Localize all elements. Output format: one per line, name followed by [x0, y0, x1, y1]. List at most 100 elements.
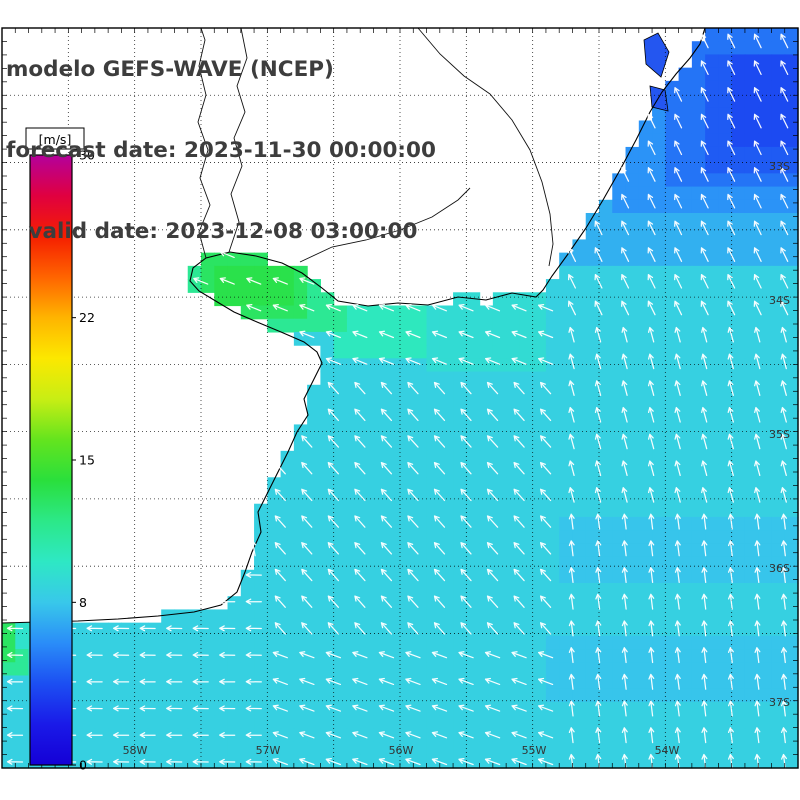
wind-arrow	[301, 435, 313, 448]
wind-arrow	[674, 620, 681, 637]
wind-arrow	[299, 330, 315, 339]
wind-arrow	[727, 727, 734, 744]
plot-border	[1, 27, 799, 769]
wind-arrow	[433, 622, 446, 635]
wind-arrow	[380, 381, 393, 395]
wind-arrow	[327, 622, 340, 635]
wind-arrow	[568, 326, 575, 343]
wind-arrow	[594, 460, 602, 477]
plot-title: modelo GEFS-WAVE (NCEP)	[6, 57, 334, 82]
wind-arrow	[595, 727, 602, 744]
wind-arrow	[274, 542, 286, 555]
wind-arrow	[486, 435, 499, 448]
wind-arrow	[511, 357, 527, 365]
wind-arrow	[484, 677, 501, 686]
wind-arrow	[166, 732, 183, 739]
wind-arrow	[568, 700, 575, 717]
wind-arrow	[674, 300, 683, 316]
wind-arrow	[674, 273, 683, 289]
wind-arrow	[458, 704, 474, 712]
wind-arrow	[352, 303, 368, 312]
wind-arrow	[460, 515, 472, 528]
wind-arrow	[86, 678, 103, 685]
wind-arrow	[458, 357, 474, 365]
wind-arrow	[727, 406, 734, 423]
wind-arrow	[674, 87, 683, 102]
wind-arrow	[378, 330, 395, 339]
wind-arrow	[727, 87, 736, 102]
wind-arrow	[405, 731, 421, 739]
wind-arrow	[537, 757, 554, 766]
wind-arrow	[700, 87, 709, 102]
wind-arrow	[513, 381, 525, 395]
wind-arrow	[594, 326, 602, 343]
wind-arrow	[753, 87, 762, 102]
wind-arrow	[674, 673, 681, 690]
wind-arrow	[513, 435, 525, 448]
wind-arrow	[301, 595, 313, 608]
wind-arrow	[780, 460, 787, 477]
wind-arrow	[727, 460, 734, 477]
wind-arrow	[727, 647, 734, 664]
wind-arrow	[701, 620, 708, 637]
lon-label: 56W	[389, 744, 414, 757]
wind-arrow	[352, 330, 368, 339]
wind-arrow	[727, 326, 734, 343]
colorbar-tick-label: 15	[79, 453, 95, 468]
wind-arrow	[325, 330, 341, 339]
wind-arrow	[701, 406, 708, 423]
wind-arrow	[458, 677, 474, 686]
wind-arrow	[754, 593, 761, 610]
wind-arrow	[139, 705, 156, 712]
valid-date-line: valid date: 2023-12-08 03:00:00	[6, 219, 418, 244]
wind-arrow	[780, 220, 789, 236]
wind-arrow	[647, 193, 656, 209]
forecast-date-line: forecast date: 2023-11-30 00:00:00	[6, 138, 436, 163]
wind-arrow	[594, 353, 602, 370]
wind-arrow	[674, 220, 683, 236]
wind-arrow	[701, 326, 708, 343]
wind-arrow	[378, 677, 395, 686]
wind-arrow	[674, 113, 683, 129]
wind-arrow	[621, 380, 628, 396]
wind-arrow	[674, 326, 681, 343]
wind-arrow	[460, 488, 472, 502]
wind-arrow	[486, 461, 499, 475]
wind-arrow	[621, 647, 628, 664]
wind-arrow	[299, 704, 315, 712]
wind-arrow	[727, 300, 736, 316]
wind-arrow	[674, 380, 681, 396]
wind-arrow	[648, 566, 655, 584]
wind-arrow	[539, 488, 552, 502]
wind-arrow	[325, 651, 342, 659]
wind-arrow	[301, 568, 313, 582]
wind-arrow	[648, 593, 655, 610]
wind-arrow	[754, 700, 761, 717]
wind-arrow	[727, 220, 736, 236]
wind-arrow	[727, 60, 736, 76]
wind-arrow	[219, 625, 236, 632]
wind-arrow	[595, 513, 602, 530]
wind-arrow	[511, 704, 527, 712]
wind-arrow	[780, 700, 788, 717]
lat-label: 36S	[769, 562, 790, 575]
wind-arrow	[674, 406, 681, 423]
wind-arrow	[327, 381, 340, 395]
wind-arrow	[700, 113, 709, 129]
wind-arrow	[460, 568, 472, 582]
wind-arrow	[380, 542, 393, 555]
wind-arrow	[325, 357, 341, 365]
wind-arrow	[354, 488, 366, 502]
wind-arrow	[594, 487, 602, 503]
wind-arrow	[431, 677, 448, 686]
wind-arrow	[727, 140, 736, 156]
wind-arrow	[511, 677, 527, 686]
wind-arrow	[458, 651, 474, 659]
wind-arrow	[754, 673, 761, 690]
lon-label: 55W	[522, 744, 547, 757]
wind-arrow	[700, 60, 709, 76]
wind-arrow	[539, 568, 552, 582]
wind-arrow	[647, 460, 655, 477]
wind-arrow	[433, 408, 446, 422]
